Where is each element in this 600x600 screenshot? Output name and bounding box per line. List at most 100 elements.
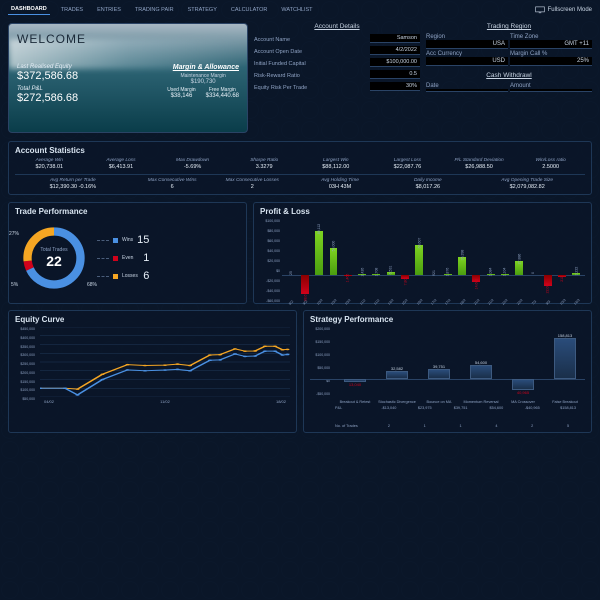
strat-n-value: 1 xyxy=(408,424,442,428)
strat-n-value: 4 xyxy=(479,424,513,428)
margin-title: Margin & Allowance xyxy=(167,64,239,71)
trade-donut-chart: Total Trades 22 68%5%27% xyxy=(19,223,89,293)
stat-label: Avg Return per Trade xyxy=(15,178,131,183)
stat-value: $8,017.26 xyxy=(389,184,466,190)
total-trades-value: 22 xyxy=(46,253,62,269)
strategy-bar: 32,582Stochastic Divergence xyxy=(377,327,417,392)
stat-label: Avg Opening Trade Size xyxy=(469,178,585,183)
donut-pct: 68% xyxy=(87,282,97,288)
trade-performance: Trade Performance Total Trades 22 68%5%2… xyxy=(8,202,247,304)
detail-value: GMT +11 xyxy=(510,40,592,49)
strategy-bar: 39,751Bounce on MA xyxy=(419,327,459,392)
y-tick: $50,000 xyxy=(22,397,35,401)
nav-calculator[interactable]: CALCULATOR xyxy=(228,5,270,15)
stat-value: $22,087.76 xyxy=(373,164,442,170)
strat-pnl-value: $39,751 xyxy=(444,406,478,410)
pnl-footer-label: P&L xyxy=(335,406,370,410)
detail-value: USD xyxy=(426,57,508,66)
account-details-title: Account Details xyxy=(254,23,420,30)
stat-value: $12,390.30 -0.16% xyxy=(15,184,131,190)
welcome-card: WELCOME Last Realised Equity $372,586.68… xyxy=(8,23,248,133)
y-tick: -$40,000 xyxy=(266,289,280,293)
bar-col: 258/2 xyxy=(284,219,297,299)
detail-value: 0.5 xyxy=(370,70,420,79)
nav-bar: DASHBOARD TRADES ENTRIES TRADING PAIR ST… xyxy=(0,0,600,19)
trade-perf-title: Trade Performance xyxy=(15,207,240,216)
detail-value: $100,000.00 xyxy=(370,58,420,67)
equity-curve: Equity Curve $450,000$400,000$350,000$30… xyxy=(8,310,297,433)
y-tick: -$20,000 xyxy=(266,279,280,283)
stat-label: Avg Holding Time xyxy=(294,178,387,183)
equity-title: Equity Curve xyxy=(15,315,290,324)
donut-pct: 5% xyxy=(11,282,18,288)
cash-withdrawal-title: Cash Withdrawl xyxy=(426,72,592,79)
stat-value: 2 xyxy=(214,184,291,190)
detail-label: Initial Funded Capital xyxy=(254,61,306,67)
legend-item: Losses6 xyxy=(97,270,149,282)
detail-value: USA xyxy=(426,40,508,49)
stat-value: 3.3279 xyxy=(230,164,299,170)
bar-col: 1,46610/2 xyxy=(341,219,354,299)
strategy-bar: 40,965MA Crossover xyxy=(503,327,543,392)
strategy-bar: 13,040Breakout & Retest xyxy=(335,327,375,392)
y-tick: $100,000 xyxy=(20,388,35,392)
nav-watchlist[interactable]: WATCHLIST xyxy=(278,5,315,15)
nav-dashboard[interactable]: DASHBOARD xyxy=(8,4,50,15)
stat-label: P/L Standard Deviation xyxy=(445,158,514,163)
bar-col: 21110/3 xyxy=(555,219,568,299)
ntrades-footer-label: No. of Trades xyxy=(335,424,370,428)
stat-value: 6 xyxy=(134,184,211,190)
welcome-title: WELCOME xyxy=(17,32,239,46)
stat-value: $2,079,082.82 xyxy=(469,184,585,190)
bar-col: 6,53114/2 xyxy=(384,219,397,299)
y-tick: $250,000 xyxy=(20,362,35,366)
trading-region-title: Trading Region xyxy=(426,23,592,30)
stat-value: $88,112.00 xyxy=(302,164,371,170)
stat-label: Daily Income xyxy=(389,178,466,183)
y-tick: $150,000 xyxy=(20,380,35,384)
strat-pnl-value: $54,600 xyxy=(479,406,513,410)
bar-col: 54,00010/2 xyxy=(327,219,340,299)
x-tick: 18/02 xyxy=(276,399,286,404)
bar-col: 27,88622/2 xyxy=(513,219,526,299)
detail-value: Samson xyxy=(370,34,420,43)
stat-label: Max Drawdown xyxy=(158,158,227,163)
donut-legend: Wins15Even1Losses6 xyxy=(97,234,149,282)
bar-col: 14,68221/2 xyxy=(470,219,483,299)
account-statistics: Account Statistics Average Win$20,738.01… xyxy=(8,141,592,195)
maint-margin-value: $190,730 xyxy=(167,79,239,85)
y-tick: $450,000 xyxy=(20,327,35,331)
y-tick: $60,000 xyxy=(267,239,280,243)
detail-value: 4/2/2022 xyxy=(370,46,420,55)
pnl-value: $272,586.68 xyxy=(17,92,78,104)
monitor-icon xyxy=(535,6,545,14)
bar-col: 1,87617/2 xyxy=(441,219,454,299)
y-tick: -$60,000 xyxy=(266,299,280,303)
y-tick: $350,000 xyxy=(20,345,35,349)
bar-col: 1,08421/2 xyxy=(484,219,497,299)
y-tick: $100,000 xyxy=(265,219,280,223)
y-tick: $80,000 xyxy=(267,229,280,233)
bar-col: 88,11210/2 xyxy=(313,219,326,299)
y-tick: $200,000 xyxy=(20,371,35,375)
nav-trading-pair[interactable]: TRADING PAIR xyxy=(132,5,177,15)
stat-value: -5.69% xyxy=(158,164,227,170)
stat-label: Max Consecutive Wins xyxy=(134,178,211,183)
strat-n-value: 2 xyxy=(372,424,406,428)
detail-label: Equity Risk Per Trade xyxy=(254,85,307,91)
detail-value xyxy=(426,89,508,92)
stat-label: Largest Loss xyxy=(373,158,442,163)
free-margin-value: $334,440.68 xyxy=(206,93,239,99)
fullscreen-button[interactable]: Fullscreen Mode xyxy=(535,6,592,14)
equity-value: $372,586.68 xyxy=(17,70,78,82)
y-tick: $20,000 xyxy=(267,259,280,263)
bar-col: 60,60716/2 xyxy=(413,219,426,299)
detail-label: Account Name xyxy=(254,37,290,43)
x-tick: 04/02 xyxy=(44,399,54,404)
bar-col: 92117/2 xyxy=(427,219,440,299)
nav-strategy[interactable]: STRATEGY xyxy=(185,5,220,15)
bar-col: 22,0889/3 xyxy=(541,219,554,299)
pnl-chart: 258/238,6729/288,11210/254,00010/21,4661… xyxy=(282,219,585,299)
nav-entries[interactable]: ENTRIES xyxy=(94,5,124,15)
nav-trades[interactable]: TRADES xyxy=(58,5,86,15)
